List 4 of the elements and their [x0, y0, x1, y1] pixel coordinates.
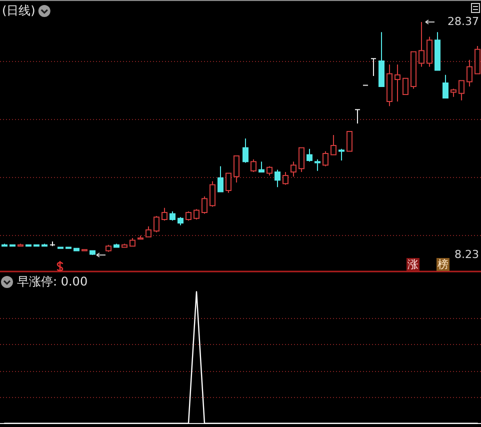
chart-title: (日线)	[2, 3, 36, 18]
y-tick-label: 28.37	[448, 15, 479, 28]
chart-title: 早涨停: 0.00	[17, 274, 88, 288]
y-tick-label: 8.23	[454, 248, 479, 262]
